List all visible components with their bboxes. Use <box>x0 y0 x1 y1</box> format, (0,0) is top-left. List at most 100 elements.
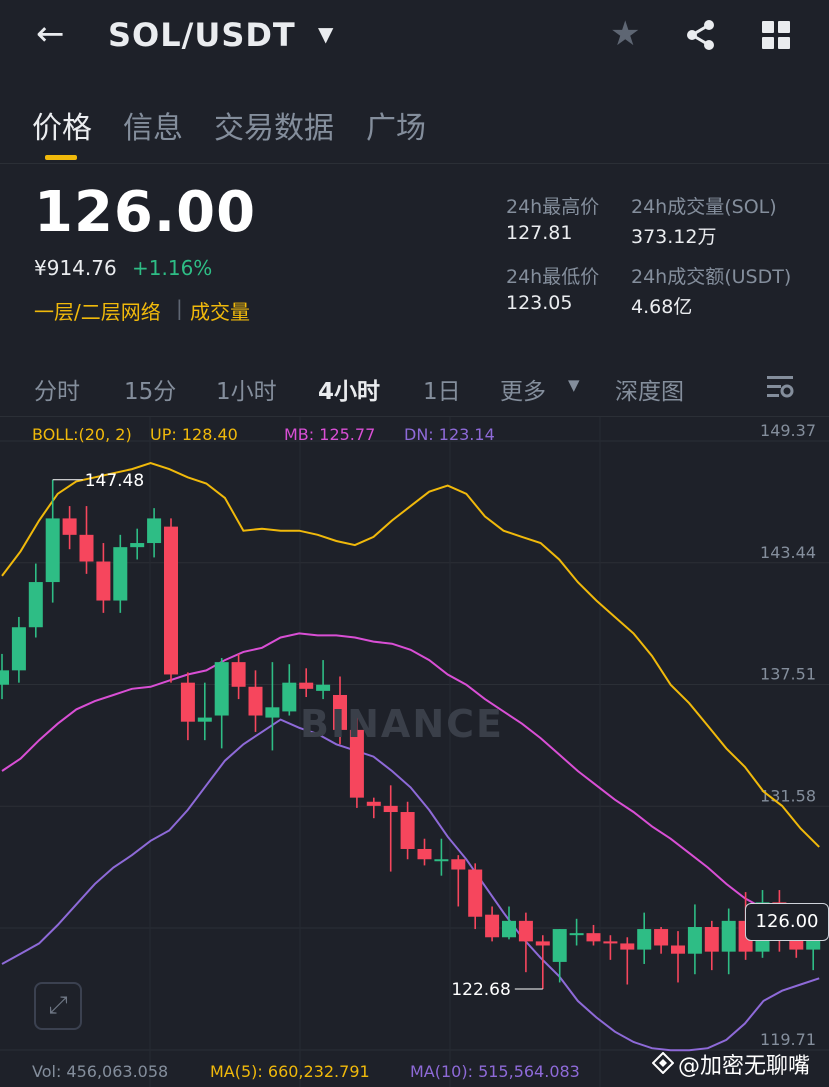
chart-settings-icon[interactable] <box>766 374 794 404</box>
price-change: +1.16% <box>132 256 213 280</box>
expand-icon[interactable]: ⤢ <box>34 982 82 1030</box>
candle-body <box>28 582 43 628</box>
grid-icon[interactable] <box>762 21 790 49</box>
tf-1d[interactable]: 1日 <box>423 379 461 405</box>
kline-svg[interactable]: 149.37143.44137.51131.58125.65119.71147.… <box>0 417 829 1087</box>
candle-body <box>0 670 9 685</box>
candle-body <box>535 941 550 946</box>
candle-body <box>96 561 111 601</box>
candle-body <box>502 920 516 938</box>
min-marker-label: 122.68 <box>451 980 510 1000</box>
boll-params: BOLL:(20, 2) <box>32 425 132 444</box>
vol-usdt-label: 24h成交额(USDT) <box>631 266 792 288</box>
candle-body <box>687 927 702 954</box>
candle-body <box>164 526 178 675</box>
candle-body <box>654 929 669 946</box>
max-marker-label: 147.48 <box>85 471 144 491</box>
candle-body <box>485 914 500 938</box>
candle-body <box>62 518 77 535</box>
low-value: 123.05 <box>506 292 573 314</box>
vol-usdt-value: 4.68亿 <box>631 296 693 318</box>
candle-body <box>671 945 685 954</box>
candle-body <box>113 547 128 601</box>
candle-body <box>434 859 449 862</box>
star-icon[interactable]: ★ <box>610 14 641 54</box>
credit-text: @加密无聊嘴 <box>678 1054 811 1079</box>
kline-chart[interactable]: 149.37143.44137.51131.58125.65119.71147.… <box>0 417 829 1087</box>
candle-body <box>603 941 618 944</box>
candle-body <box>248 686 263 716</box>
binance-diamond-icon <box>651 1051 675 1078</box>
share-icon[interactable] <box>684 18 718 56</box>
boll-up-line <box>1 461 820 848</box>
candle-body <box>366 801 381 806</box>
tab-trading-data[interactable]: 交易数据 <box>214 111 334 146</box>
active-tab-indicator <box>45 155 77 160</box>
divider <box>0 416 829 417</box>
candle-body <box>231 662 246 687</box>
candle-body <box>333 694 347 730</box>
volume-ma5: MA(5): 660,232.791 <box>210 1062 370 1081</box>
tag-separator: | <box>176 296 183 320</box>
candle-body <box>552 929 567 962</box>
boll-dn-value: DN: 123.14 <box>404 425 495 444</box>
candle-body <box>79 534 94 562</box>
candle-body <box>586 933 601 942</box>
tf-more[interactable]: 更多 <box>500 379 546 405</box>
tab-info[interactable]: 信息 <box>123 111 183 146</box>
top-bar: ← SOL/USDT ▼ ★ <box>0 0 829 80</box>
volume-value: Vol: 456,063.058 <box>32 1062 169 1081</box>
candle-body <box>468 869 483 917</box>
tag-network[interactable]: 一层/二层网络 <box>34 300 161 324</box>
current-price-tag: 126.00 <box>745 902 829 941</box>
tab-square[interactable]: 广场 <box>366 111 426 146</box>
candle-body <box>417 848 432 860</box>
tab-price[interactable]: 价格 <box>32 111 92 146</box>
tf-4h[interactable]: 4小时 <box>318 379 381 405</box>
divider <box>0 163 829 164</box>
high-label: 24h最高价 <box>506 196 600 218</box>
volume-ma10: MA(10): 515,564.083 <box>410 1062 580 1081</box>
price-cny: ¥914.76 <box>34 256 117 280</box>
last-price: 126.00 <box>34 180 257 245</box>
high-value: 127.81 <box>506 222 573 244</box>
candle-body <box>299 682 314 689</box>
binance-watermark: BINANCE <box>300 702 504 746</box>
chevron-down-icon[interactable]: ▼ <box>318 22 334 46</box>
candle-body <box>197 717 212 722</box>
y-tick-label: 143.44 <box>760 543 816 562</box>
candle-body <box>130 543 145 548</box>
candle-body <box>400 812 415 849</box>
candle-body <box>721 920 736 952</box>
candle-body <box>518 920 533 942</box>
candle-body <box>637 929 652 950</box>
y-tick-label: 137.51 <box>760 665 816 684</box>
candle-body <box>45 518 60 583</box>
timeframe-bar: 分时 15分 1小时 4小时 1日 更多 ▼ 深度图 <box>0 362 829 412</box>
tf-depth[interactable]: 深度图 <box>615 379 684 405</box>
boll-dn-line <box>1 718 820 1052</box>
candle-body <box>11 627 26 671</box>
candle-body <box>147 518 162 544</box>
candle-body <box>704 927 719 952</box>
candle-body <box>180 682 195 722</box>
candle-body <box>349 729 364 798</box>
y-tick-label: 149.37 <box>760 421 816 440</box>
low-label: 24h最低价 <box>506 266 600 288</box>
arrow-left-icon[interactable]: ← <box>36 14 65 54</box>
candle-body <box>451 859 466 870</box>
boll-up-value: UP: 128.40 <box>150 425 238 444</box>
boll-mb-line <box>1 632 820 922</box>
candle-body <box>383 805 398 813</box>
candle-body <box>316 684 331 691</box>
candle-body <box>265 707 280 718</box>
tf-1h[interactable]: 1小时 <box>216 379 277 405</box>
main-tabs: 价格 信息 交易数据 广场 <box>0 95 829 165</box>
candle-body <box>282 682 297 712</box>
tf-15m[interactable]: 15分 <box>124 379 177 405</box>
tf-line[interactable]: 分时 <box>34 379 80 405</box>
candle-body <box>569 933 584 936</box>
chevron-down-icon[interactable]: ▼ <box>568 376 580 394</box>
pair-selector[interactable]: SOL/USDT <box>108 16 296 54</box>
tag-volume[interactable]: 成交量 <box>190 300 250 324</box>
